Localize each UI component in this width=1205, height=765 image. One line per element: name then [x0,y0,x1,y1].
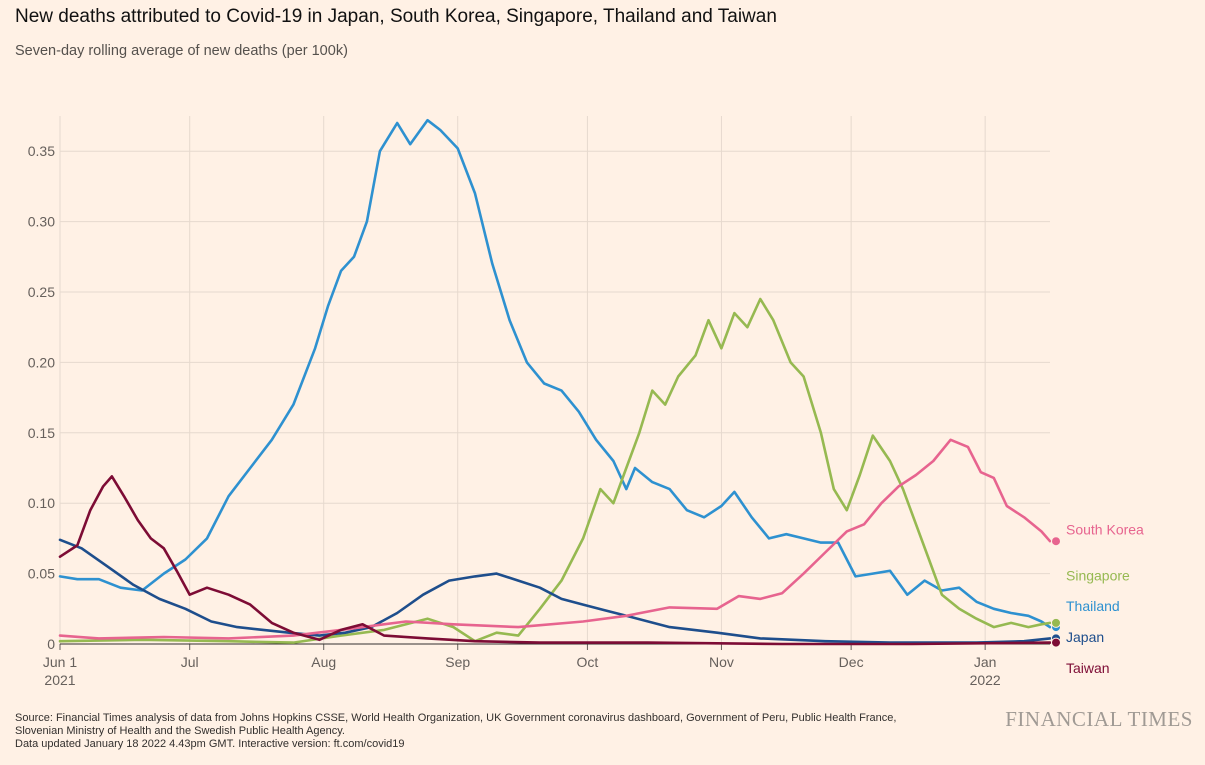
ft-logo: FINANCIAL TIMES [1005,707,1193,731]
updated-note: Data updated January 18 2022 4.43pm GMT.… [15,738,405,750]
y-tick-label: 0.10 [28,495,55,511]
x-tick-label: Dec [839,654,864,670]
series-line-japan [58,538,1052,644]
chart-subtitle: Seven-day rolling average of new deaths … [15,43,348,59]
y-tick-label: 0 [47,636,55,652]
y-tick-label: 0.05 [28,566,55,582]
series-line-thailand [58,118,1052,629]
y-tick-label: 0.15 [28,425,55,441]
y-tick-label: 0.35 [28,143,55,159]
x-tick-label: Jul [181,654,199,670]
x-tick-label: Oct [577,654,599,670]
x-tick-label: Jun 1 [43,654,77,670]
x-tick-label: Aug [311,654,336,670]
y-tick-label: 0.30 [28,214,55,230]
end-label-thailand: Thailand [1066,598,1120,614]
end-marker-south-korea [1051,536,1061,547]
end-marker-taiwan [1051,637,1061,648]
end-label-japan: Japan [1066,629,1104,645]
source-note-line-1: Source: Financial Times analysis of data… [15,712,897,724]
y-tick-label: 0.25 [28,284,55,300]
line-chart: 0 0.05 0.10 0.15 0.20 0.25 0.30 0.35 Jun 1 2021 Ju… [28,116,1144,688]
series-line-taiwan [58,475,1052,646]
x-tick-sublabel: 2022 [970,672,1001,688]
chart-footer: Source: Financial Times analysis of data… [15,712,985,751]
end-label-south-korea: South Korea [1066,521,1144,537]
x-tick-label: Nov [709,654,734,670]
y-tick-label: 0.20 [28,354,55,370]
end-label-singapore: Singapore [1066,567,1130,583]
x-tick-sublabel: 2021 [44,672,75,688]
end-marker-singapore [1051,617,1061,628]
x-tick-label: Jan [974,654,997,670]
chart-title: New deaths attributed to Covid-19 in Jap… [15,6,777,27]
series-line-south-korea [58,438,1052,640]
end-label-taiwan: Taiwan [1066,660,1110,676]
x-tick-label: Sep [445,654,470,670]
series-line-singapore [58,297,1052,644]
source-note-line-2: Slovenian Ministry of Health and the Swe… [15,725,345,737]
